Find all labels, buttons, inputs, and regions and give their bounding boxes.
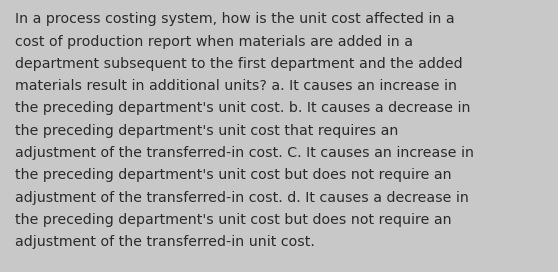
Text: the preceding department's unit cost but does not require an: the preceding department's unit cost but… <box>15 168 451 182</box>
Text: In a process costing system, how is the unit cost affected in a: In a process costing system, how is the … <box>15 12 455 26</box>
Text: department subsequent to the first department and the added: department subsequent to the first depar… <box>15 57 463 71</box>
Text: cost of production report when materials are added in a: cost of production report when materials… <box>15 35 413 48</box>
Text: the preceding department's unit cost but does not require an: the preceding department's unit cost but… <box>15 213 451 227</box>
Text: materials result in additional units? a. It causes an increase in: materials result in additional units? a.… <box>15 79 457 93</box>
Text: adjustment of the transferred-in unit cost.: adjustment of the transferred-in unit co… <box>15 235 315 249</box>
Text: the preceding department's unit cost. b. It causes a decrease in: the preceding department's unit cost. b.… <box>15 101 470 115</box>
Text: the preceding department's unit cost that requires an: the preceding department's unit cost tha… <box>15 124 398 138</box>
Text: adjustment of the transferred-in cost. C. It causes an increase in: adjustment of the transferred-in cost. C… <box>15 146 474 160</box>
Text: adjustment of the transferred-in cost. d. It causes a decrease in: adjustment of the transferred-in cost. d… <box>15 191 469 205</box>
